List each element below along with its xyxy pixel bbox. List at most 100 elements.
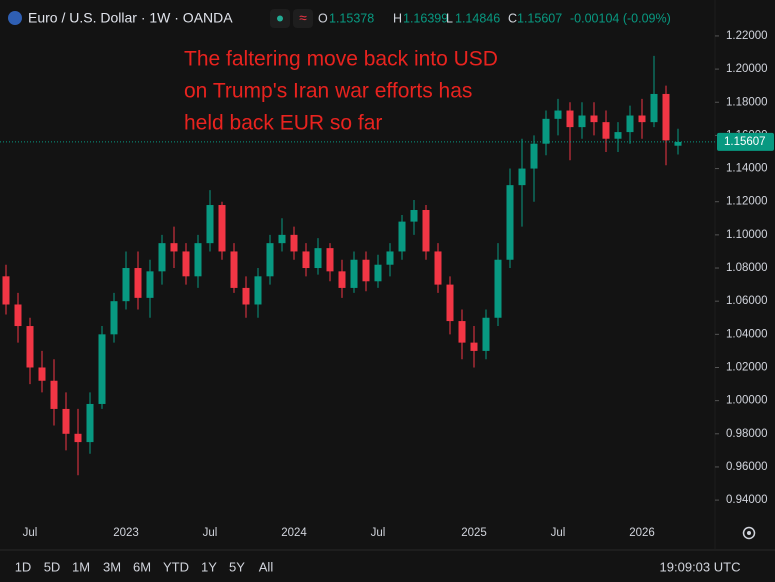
candle-body [110, 301, 118, 335]
settings-icon-core [747, 531, 751, 535]
header: Euro / U.S. Dollar · 1W · OANDA ≈ O 1.15… [8, 9, 671, 28]
settings-icon [742, 526, 756, 540]
range-button[interactable]: YTD [163, 559, 189, 574]
candle-body [662, 93, 670, 141]
candle-body [338, 271, 346, 288]
candle-body [2, 276, 10, 305]
candle-body [122, 268, 130, 302]
candle-body [638, 115, 646, 123]
x-tick-label: Jul [551, 527, 566, 539]
candle-body [242, 287, 250, 305]
x-tick-label: 2023 [113, 527, 139, 539]
y-tick-label: 1.22000 [726, 30, 768, 42]
toolbar: 19:09:03 UTC 1D 5D 1M 3M 6M YTD 1Y 5Y All [15, 559, 741, 574]
candle-body [326, 248, 334, 272]
candle-body [554, 110, 562, 119]
candle-body [158, 243, 166, 272]
candle-body [218, 205, 226, 252]
range-button[interactable]: 1D [15, 559, 32, 574]
settings-button[interactable] [742, 526, 756, 540]
ohlc-value: 1.15607 [517, 11, 562, 25]
change: -0.00104 (-0.09%) [570, 11, 671, 25]
range-button[interactable]: 5D [44, 559, 61, 574]
ohlc-key: C [508, 11, 517, 25]
range-button[interactable]: 1M [72, 559, 90, 574]
candle-body [194, 243, 202, 277]
candle-body [674, 141, 682, 146]
x-tick-label: Jul [23, 527, 38, 539]
candle-body [86, 403, 94, 443]
candle-body [374, 264, 382, 282]
x-tick-label: 2025 [461, 527, 487, 539]
candle-body [566, 110, 574, 128]
candle-body [506, 185, 514, 260]
annotation-line: The faltering move back into USD [184, 48, 498, 71]
candle-body [50, 380, 58, 409]
y-tick-label: 1.14000 [726, 163, 768, 175]
x-tick-label: Jul [371, 527, 386, 539]
ohlc-value: 1.16399 [403, 11, 448, 25]
x-tick-label: 2024 [281, 527, 307, 539]
y-tick-label: 0.98000 [726, 428, 768, 440]
candle-body [530, 143, 538, 169]
y-tick-label: 1.12000 [726, 196, 768, 208]
candle-body [578, 115, 586, 128]
range-button[interactable]: 5Y [229, 559, 245, 574]
candle-body [278, 234, 286, 244]
candle-body [182, 251, 190, 277]
candle-body [62, 408, 70, 434]
symbol-flag [8, 11, 22, 25]
y-tick-label: 1.02000 [726, 362, 768, 374]
compare-chip[interactable] [293, 9, 313, 28]
candle-body [170, 243, 178, 252]
clock: 19:09:03 UTC [660, 559, 741, 574]
candle-body [14, 304, 22, 327]
y-tick-label: 1.08000 [726, 262, 768, 274]
symbol-title[interactable]: Euro / U.S. Dollar · 1W · OANDA [28, 10, 233, 26]
candle-body [482, 317, 490, 351]
range-button[interactable]: 1Y [201, 559, 217, 574]
annotation-line: on Trump's Iran war efforts has [184, 80, 472, 103]
y-tick-label: 1.18000 [726, 96, 768, 108]
candle-body [470, 342, 478, 351]
candle-body [590, 115, 598, 123]
candle-body [626, 115, 634, 133]
ohlc-key: H [393, 11, 402, 25]
y-tick-label: 1.20000 [726, 63, 768, 75]
candle-body [26, 326, 34, 368]
x-tick-label: Jul [203, 527, 218, 539]
last-price-box [717, 132, 774, 151]
candle-body [434, 251, 442, 285]
candle-body [602, 122, 610, 139]
candle-body [254, 276, 262, 305]
range-button[interactable]: 3M [103, 559, 121, 574]
candle-body [398, 221, 406, 252]
x-tick-label: 2026 [629, 527, 655, 539]
y-tick-label: 0.96000 [726, 461, 768, 473]
candle-body [266, 243, 274, 277]
candle-body [350, 259, 358, 288]
range-button[interactable]: 6M [133, 559, 151, 574]
candle-body [362, 259, 370, 282]
candle-body [422, 210, 430, 252]
candle-body [446, 284, 454, 322]
candle-body [614, 132, 622, 139]
candle-body [230, 251, 238, 288]
y-tick-label: 0.94000 [726, 494, 768, 506]
last-price-label: 1.15607 [724, 136, 766, 148]
candle-body [458, 321, 466, 343]
candle-body [302, 251, 310, 269]
candle-body [134, 268, 142, 298]
compare-icon: ≈ [299, 10, 307, 26]
ohlc-key: O [318, 11, 328, 25]
candle-body [410, 210, 418, 222]
plot-area: 0.94000 0.96000 0.98000 1.00000 1.02000 1.040… [0, 30, 774, 539]
market-open-dot [277, 15, 283, 22]
candle-body [74, 433, 82, 443]
y-tick-label: 1.04000 [726, 328, 768, 340]
candle-body [314, 248, 322, 269]
range-button[interactable]: All [259, 559, 274, 574]
candle-body [98, 334, 106, 404]
candle-body [290, 234, 298, 252]
